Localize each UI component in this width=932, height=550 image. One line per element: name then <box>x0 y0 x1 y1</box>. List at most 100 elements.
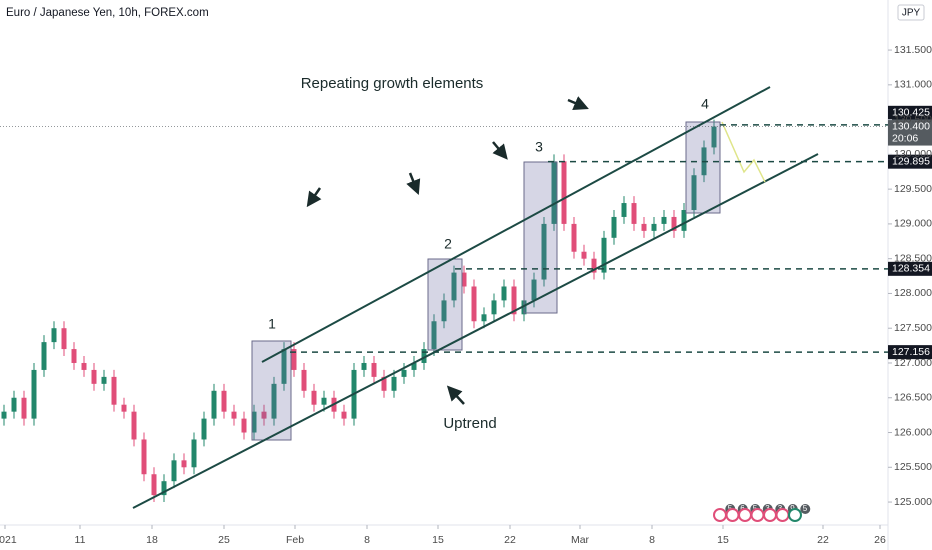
candle-body <box>311 390 317 405</box>
current-price-box <box>888 119 932 146</box>
x-tick-label: Mar <box>571 534 590 546</box>
y-tick-label: 126.000 <box>894 426 932 438</box>
candle-body <box>301 369 307 391</box>
candle-body <box>481 314 487 322</box>
candle-body <box>151 474 157 496</box>
candle-body <box>491 300 497 315</box>
candle-body <box>451 272 457 301</box>
y-tick-label: 131.000 <box>894 79 932 91</box>
countdown: 20:06 <box>892 132 918 144</box>
candle-body <box>111 376 117 405</box>
y-tick-label: 128.000 <box>894 287 932 299</box>
candle-body <box>611 216 617 238</box>
wave-label: 4 <box>701 96 709 112</box>
candle-body <box>171 460 177 482</box>
event-icon <box>763 508 777 522</box>
candle-body <box>671 216 677 231</box>
candle-body <box>571 223 577 252</box>
price-label: 127.156 <box>892 346 930 358</box>
candle-body <box>341 411 347 419</box>
candle-body <box>51 328 57 343</box>
projection-path <box>721 121 766 183</box>
price-label: 129.895 <box>892 155 930 167</box>
annotation: Repeating growth elements <box>301 75 484 92</box>
candle-body <box>1 411 7 419</box>
y-tick-label: 126.500 <box>894 392 932 404</box>
candle-body <box>541 223 547 280</box>
candle-body <box>41 342 47 370</box>
price-label-box <box>888 261 932 276</box>
x-tick-label: Feb <box>286 534 304 546</box>
candle-body <box>661 216 667 224</box>
annotation: Uptrend <box>443 415 496 432</box>
candle-body <box>371 362 377 377</box>
candle-body <box>641 223 647 231</box>
candle-body <box>21 397 27 419</box>
candle-body <box>581 251 587 259</box>
wave-label: 3 <box>535 139 543 155</box>
candle-body <box>261 411 267 419</box>
candle-body <box>681 210 687 231</box>
candle-body <box>391 376 397 391</box>
event-icon <box>738 508 752 522</box>
currency-box <box>897 4 925 21</box>
candle-body <box>101 376 107 384</box>
candle-body <box>441 300 447 322</box>
price-label: 130.425 <box>892 107 930 119</box>
y-tick-label: 125.000 <box>894 496 932 508</box>
y-tick-label: 127.000 <box>894 357 932 369</box>
y-tick-label: 131.500 <box>894 44 932 56</box>
candle-body <box>221 390 227 412</box>
candle-body <box>11 397 17 412</box>
event-badge <box>800 504 811 514</box>
candle-body <box>271 383 277 419</box>
candle-body <box>621 203 627 217</box>
x-tick-label: 8 <box>364 534 370 546</box>
price-label-box <box>888 105 932 120</box>
candle-body <box>691 175 697 210</box>
candle-body <box>531 279 537 301</box>
x-tick-label: 22 <box>504 534 516 546</box>
x-tick-label: 8 <box>649 534 655 546</box>
wave-label: 1 <box>268 316 276 332</box>
candle-body <box>711 126 717 148</box>
currency: JPY <box>902 8 921 19</box>
candle-body <box>511 286 517 315</box>
candle-body <box>591 258 597 273</box>
candle-body <box>321 397 327 405</box>
y-tick-label: 130.000 <box>894 148 932 160</box>
x-tick-label: 15 <box>432 534 444 546</box>
x-tick-label: 2021 <box>0 534 17 546</box>
arrow <box>567 96 589 110</box>
candle-body <box>651 223 657 231</box>
price-label-box <box>888 154 932 169</box>
y-tick-label: 128.500 <box>894 252 932 264</box>
x-tick-label: 18 <box>146 534 158 546</box>
candle-body <box>201 418 207 440</box>
candle-body <box>381 376 387 391</box>
x-tick-label: 25 <box>218 534 230 546</box>
event-icon <box>725 508 740 522</box>
candle-body <box>91 369 97 384</box>
candle-body <box>461 272 467 287</box>
candle-body <box>211 390 217 419</box>
y-tick-label: 129.000 <box>894 218 932 230</box>
x-tick-label: 22 <box>817 534 829 546</box>
candle-body <box>61 328 67 350</box>
events: 5653395 <box>713 504 811 522</box>
arrow <box>406 172 421 195</box>
arrows <box>306 96 589 405</box>
event-icon <box>775 508 790 522</box>
candle-body <box>431 321 437 350</box>
box <box>523 161 558 314</box>
candle-body <box>471 286 477 322</box>
candle-body <box>361 362 367 370</box>
x-tick-label: 11 <box>75 534 86 546</box>
candle-body <box>181 460 187 468</box>
candle-body <box>121 404 127 412</box>
y-tick-label: 125.500 <box>894 461 932 473</box>
candle-body <box>291 349 297 370</box>
candle-body <box>241 418 247 433</box>
candle-body <box>231 411 237 419</box>
